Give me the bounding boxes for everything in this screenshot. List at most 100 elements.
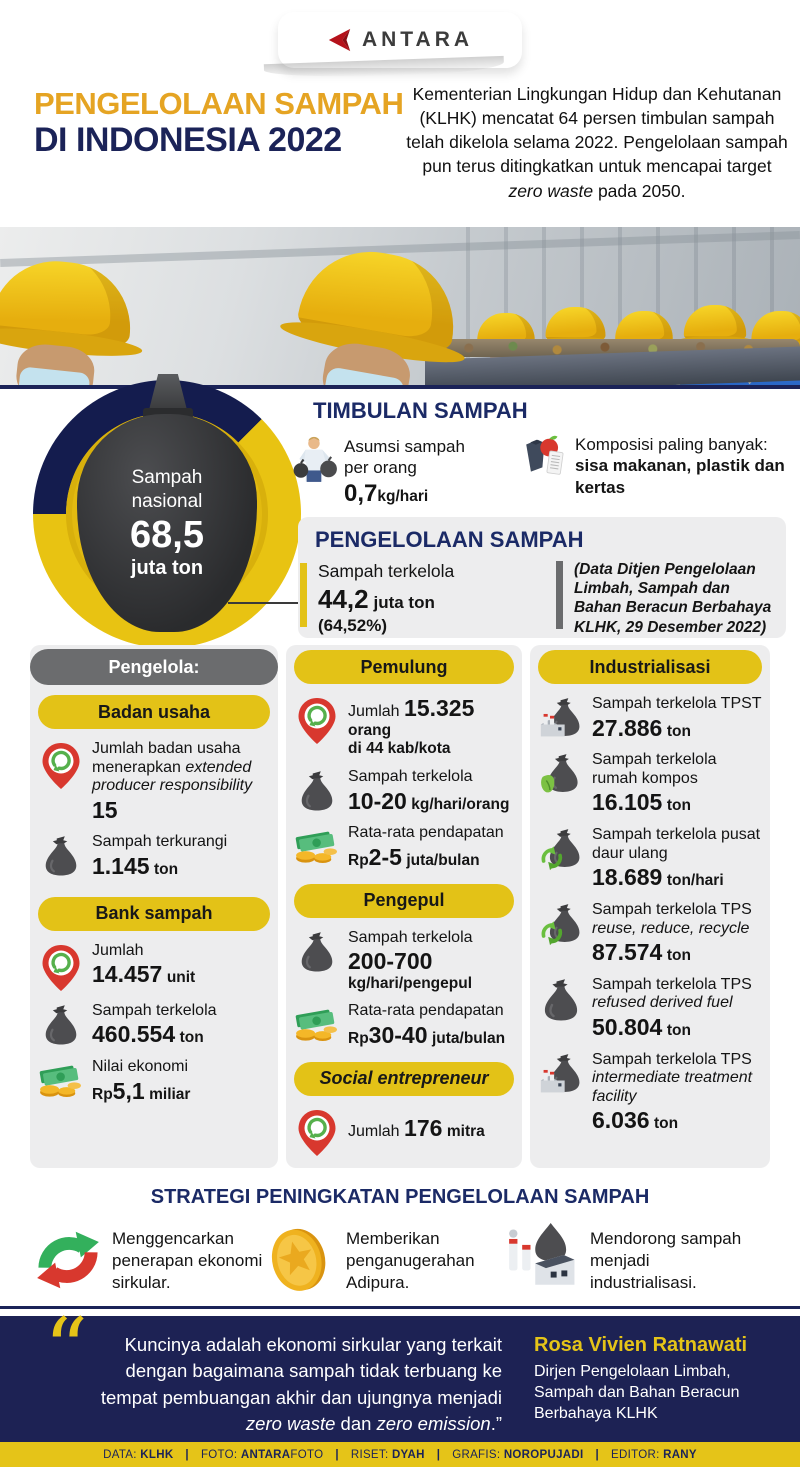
donut-label-line2: nasional (131, 490, 203, 512)
quote-author-role: Dirjen Pengelolaan Limbah, Sampah dan Ba… (534, 1363, 740, 1423)
stat-label: Sampah terkelola (348, 1167, 516, 1168)
stat-unit: kg/hari/pengepul (348, 975, 473, 993)
stat-value: 87.574 (592, 939, 663, 966)
credit-separator: | (436, 1448, 441, 1461)
credit-item: RISET: DYAH (350, 1448, 425, 1461)
stat-label: Sampah terkelola TPS (592, 900, 752, 918)
stat-label: Rata-rata pendapatan (348, 1002, 504, 1020)
column-pengelola: Pengelola: Badan usaha Jumlah badan usah… (30, 645, 278, 1168)
stat-row: Sampah terkelola TPS intermediate treatme… (530, 1048, 770, 1137)
antara-logo-banner: ANTARA (278, 12, 522, 68)
pin-recycle-icon (38, 942, 84, 992)
pill-label: Badan usaha (97, 701, 211, 722)
pill-label: Pengepul (363, 890, 445, 911)
factory-icon (502, 1220, 578, 1295)
stat-unit: kg/hari/orang (411, 795, 510, 813)
waste-bag-collar (143, 408, 193, 419)
stat-label: Sampah terkelola (92, 1001, 217, 1019)
credit-separator: | (185, 1448, 189, 1461)
pill-label: Pemulung (360, 656, 448, 677)
credits-footer: DATA: KLHK | FOTO: ANTARAFOTO | RISET: D… (0, 1442, 800, 1467)
stat-italic: intermediate treatment facility (592, 1069, 753, 1105)
stat-value: 15.325 (404, 695, 475, 721)
stat-value: 16.105 (592, 789, 663, 816)
stat-value: 15 (92, 796, 118, 823)
quote-italic: zero waste (245, 1412, 336, 1434)
timbulan-heading: TIMBULAN SAMPAH (313, 398, 528, 423)
stat-row: Sampah terkelola rumah kompos 16.105 ton (530, 748, 770, 819)
intro-paragraph: Kementerian Lingkungan Hidup dan Kehutan… (404, 82, 790, 203)
stat-value: 1.145 (92, 852, 150, 879)
bag-recycle-icon (538, 826, 584, 872)
stat-row: Sampah terkelola TPS reuse, reduce, recyc… (530, 898, 770, 969)
stat-row: Sampah terkelola TPS refused derived fuel… (530, 973, 770, 1044)
antara-logo-text: ANTARA (361, 28, 474, 51)
quote-italic: zero emission (376, 1412, 491, 1434)
stat-italic: refused derived fuel (592, 994, 733, 1012)
stat-row: Sampah terkelola TPST 27.886 ton (530, 692, 770, 744)
bag-factory-icon (538, 695, 584, 741)
stat-bold: sisa makanan, plastik dan kertas (575, 456, 785, 497)
stat-label: Sampah terkelola pusat daur ulang (592, 826, 761, 862)
pill-label: Industrialisasi (589, 656, 711, 677)
timbulan-stat-composition: Komposisi paling banyak: sisa makanan, pl… (575, 434, 790, 498)
waste-bag-graphic: Sampah nasional 68,5 juta ton (77, 414, 257, 632)
stat-row: Sampah terkelola 200-700 kg/hari/pengepul (286, 926, 522, 996)
stat-unit: ton (654, 1115, 679, 1133)
donut-unit: juta ton (130, 557, 204, 580)
stat-label: Jumlah badan usaha menerapkan (92, 740, 241, 776)
pill-label: Pengelola: (108, 656, 200, 677)
strategy-item-2: Memberikan penganugerahan Adipura. (346, 1229, 475, 1293)
donut-chart-national-waste: Sampah nasional 68,5 juta ton (33, 374, 301, 648)
stat-unit: juta/bulan (431, 1029, 506, 1047)
stat-unit: ton (666, 797, 691, 815)
pengelola-header-pill: Pengelola: (30, 649, 278, 685)
quote-divider-line (0, 1306, 800, 1309)
stat-prefix: Rp (348, 852, 369, 870)
stat-row: Jumlah 14.457 unit (30, 939, 278, 995)
intro-text: Kementerian Lingkungan Hidup dan Kehutan… (406, 84, 788, 177)
stat-label: per orang (344, 458, 417, 478)
credit-item: GRAFIS: NOROPUJADI (452, 1448, 584, 1461)
stat-row: Jumlah 15.325 orang di 44 kab/kota (286, 692, 522, 761)
pengelolaan-heading: PENGELOLAAN SAMPAH (315, 527, 584, 552)
pengelolaan-panel: PENGELOLAAN SAMPAH Sampah terkelola 44,2… (298, 517, 786, 638)
circular-economy-icon (32, 1222, 104, 1303)
stat-bold: di 44 kab/kota (348, 740, 451, 758)
stat-value: 18.689 (592, 864, 663, 891)
trash-bag-icon (294, 929, 340, 975)
pin-recycle-icon (38, 740, 84, 790)
quote-segment: Kuncinya adalah ekonomi sirkular yang te… (100, 1334, 502, 1408)
adipura-coin-icon (262, 1222, 334, 1303)
stat-unit: juta/bulan (406, 852, 480, 870)
credit-separator: | (595, 1448, 600, 1461)
stat-row: Rata-rata pendapatan Rp2-5 juta/bulan (286, 821, 522, 873)
quote-mark-icon: “ (44, 1300, 88, 1400)
stat-label: Jumlah (348, 1122, 400, 1140)
stat-label: Komposisi paling banyak: (575, 435, 768, 454)
industrialisasi-pill: Industrialisasi (538, 650, 762, 684)
stat-row: Sampah terkelola pusat daur ulang 18.689… (530, 823, 770, 894)
donut-value: 68,5 (130, 514, 204, 557)
photo-divider-line (0, 385, 800, 389)
column-pemulung-pengepul: Pemulung Jumlah 15.325 orang di 44 kab/ko… (286, 645, 522, 1168)
stat-label: Sampah terkelola TPST (592, 695, 762, 712)
stat-value: 10-20 (348, 787, 407, 814)
bag-recycle-icon (538, 901, 584, 947)
data-source-note: (Data Ditjen Pengelolaan Limbah, Sampah … (574, 561, 772, 636)
stat-value: 5,1 (112, 1077, 145, 1104)
credit-item: DATA: KLHK (103, 1448, 174, 1461)
stat-value: 27.886 (592, 714, 663, 741)
stat-row: Jumlah badan usaha menerapkan extended p… (30, 737, 278, 826)
quote-author-name: Rosa Vivien Ratnawati (534, 1334, 748, 1356)
stat-unit: ton (179, 1029, 204, 1047)
stat-row: Sampah terkurangi 1.145 ton (30, 830, 278, 882)
quote-segment: .” (490, 1412, 502, 1434)
timbulan-stat-per-person: Asumsi sampah per orang 0,7kg/hari (344, 436, 504, 507)
trash-bag-icon (38, 1002, 84, 1048)
bag-leaf-icon (538, 751, 584, 797)
stat-unit: ton (666, 1021, 691, 1039)
worker-figure-foreground (0, 253, 154, 385)
yellow-accent-bar (300, 563, 307, 627)
